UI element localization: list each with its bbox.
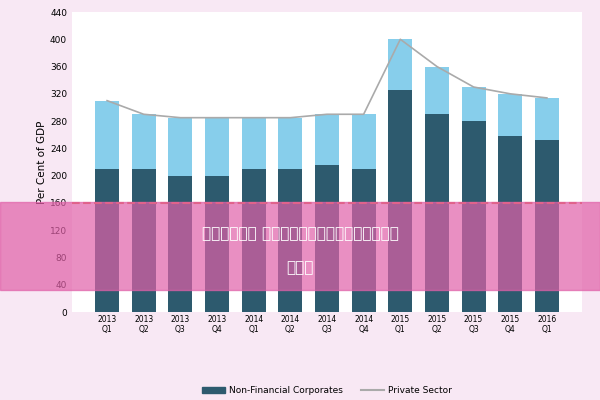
Bar — [132, 114, 155, 169]
Bar — [205, 176, 229, 312]
Bar — [535, 98, 559, 140]
Text: 点堵点: 点堵点 — [286, 260, 314, 275]
Bar — [425, 114, 449, 312]
Bar — [461, 87, 485, 121]
Bar — [278, 118, 302, 169]
Bar — [535, 140, 559, 312]
Text: 南京股票配资 时报观察｜打通中长期资金入市卡: 南京股票配资 时报观察｜打通中长期资金入市卡 — [202, 226, 398, 241]
Bar — [499, 94, 522, 136]
Bar — [205, 118, 229, 176]
Bar — [388, 39, 412, 90]
Bar — [315, 166, 339, 312]
Y-axis label: Per Cent of GDP: Per Cent of GDP — [37, 120, 47, 204]
Bar — [352, 114, 376, 169]
Bar — [242, 169, 266, 312]
Bar — [242, 118, 266, 169]
Bar — [278, 169, 302, 312]
Bar — [132, 169, 155, 312]
Bar — [425, 66, 449, 114]
Bar — [499, 136, 522, 312]
Bar — [352, 169, 376, 312]
Bar — [95, 169, 119, 312]
Bar — [95, 101, 119, 169]
Legend: Non-Financial Corporates, Households, Private Sector, EU Threshold: Non-Financial Corporates, Households, Pr… — [199, 382, 455, 400]
Bar — [461, 121, 485, 312]
Bar — [315, 114, 339, 166]
Bar — [169, 176, 193, 312]
Bar — [169, 118, 193, 176]
Bar — [388, 90, 412, 312]
